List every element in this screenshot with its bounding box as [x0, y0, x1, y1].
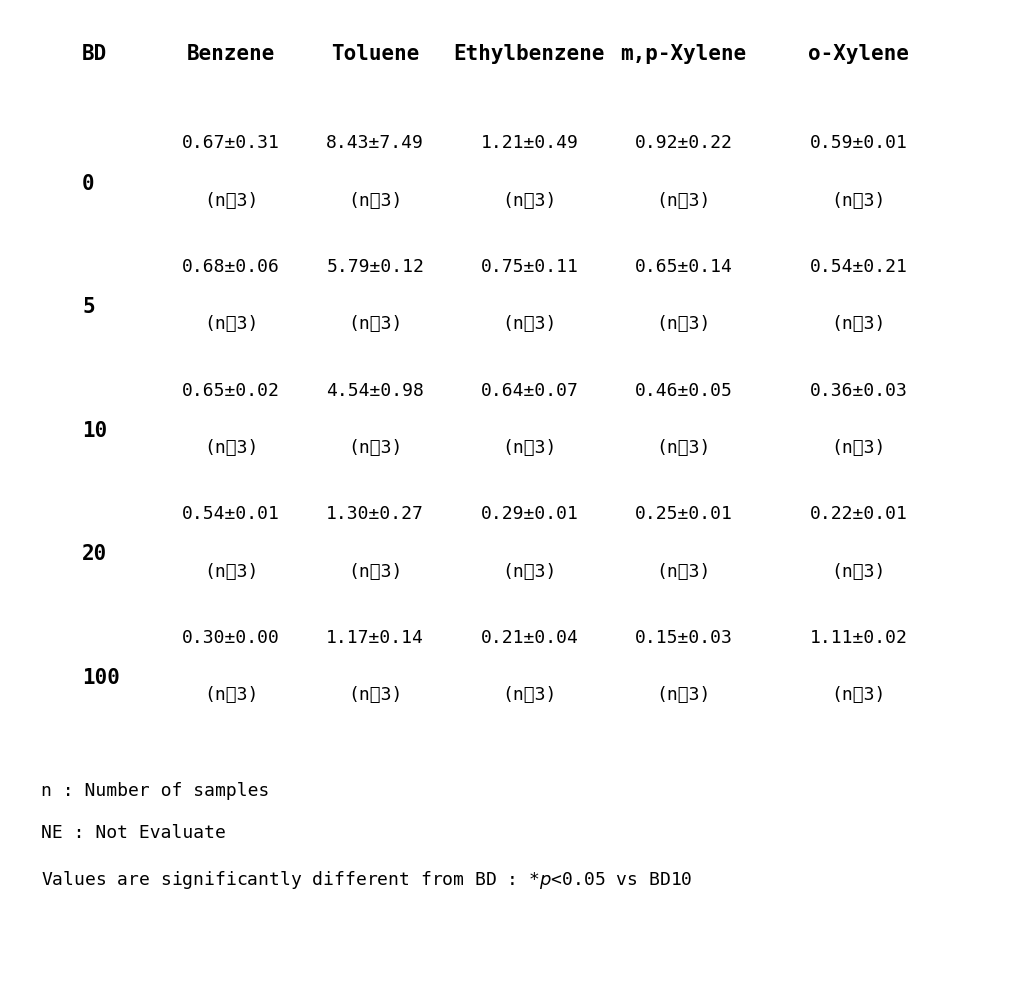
- Text: 0.92±0.22: 0.92±0.22: [634, 135, 733, 152]
- Text: 20: 20: [82, 544, 108, 565]
- Text: 0.75±0.11: 0.75±0.11: [480, 258, 579, 276]
- Text: (n＝3): (n＝3): [205, 563, 258, 581]
- Text: 1.21±0.49: 1.21±0.49: [480, 135, 579, 152]
- Text: (n＝3): (n＝3): [348, 439, 402, 457]
- Text: Values are significantly different from BD : *$p$<0.05 vs BD10: Values are significantly different from …: [41, 869, 693, 891]
- Text: 0.36±0.03: 0.36±0.03: [809, 382, 908, 400]
- Text: 1.11±0.02: 1.11±0.02: [809, 629, 908, 647]
- Text: (n＝3): (n＝3): [205, 686, 258, 704]
- Text: (n＝3): (n＝3): [348, 686, 402, 704]
- Text: (n＝3): (n＝3): [503, 563, 556, 581]
- Text: BD: BD: [82, 45, 108, 64]
- Text: 0.22±0.01: 0.22±0.01: [809, 505, 908, 523]
- Text: (n＝3): (n＝3): [503, 192, 556, 210]
- Text: 0.25±0.01: 0.25±0.01: [634, 505, 733, 523]
- Text: Toluene: Toluene: [331, 45, 419, 64]
- Text: (n＝3): (n＝3): [503, 315, 556, 333]
- Text: (n＝3): (n＝3): [657, 563, 710, 581]
- Text: (n＝3): (n＝3): [205, 439, 258, 457]
- Text: 0.54±0.01: 0.54±0.01: [182, 505, 281, 523]
- Text: 0.68±0.06: 0.68±0.06: [182, 258, 281, 276]
- Text: 0.30±0.00: 0.30±0.00: [182, 629, 281, 647]
- Text: n : Number of samples: n : Number of samples: [41, 782, 269, 800]
- Text: 1.30±0.27: 1.30±0.27: [326, 505, 425, 523]
- Text: (n＝3): (n＝3): [205, 315, 258, 333]
- Text: 0.65±0.02: 0.65±0.02: [182, 382, 281, 400]
- Text: 10: 10: [82, 420, 108, 441]
- Text: 0.29±0.01: 0.29±0.01: [480, 505, 579, 523]
- Text: 0.54±0.21: 0.54±0.21: [809, 258, 908, 276]
- Text: (n＝3): (n＝3): [205, 192, 258, 210]
- Text: (n＝3): (n＝3): [348, 563, 402, 581]
- Text: 8.43±7.49: 8.43±7.49: [326, 135, 425, 152]
- Text: 0.15±0.03: 0.15±0.03: [634, 629, 733, 647]
- Text: 0.21±0.04: 0.21±0.04: [480, 629, 579, 647]
- Text: 0.67±0.31: 0.67±0.31: [182, 135, 281, 152]
- Text: (n＝3): (n＝3): [657, 315, 710, 333]
- Text: (n＝3): (n＝3): [832, 686, 885, 704]
- Text: NE : Not Evaluate: NE : Not Evaluate: [41, 824, 226, 842]
- Text: (n＝3): (n＝3): [503, 439, 556, 457]
- Text: o-Xylene: o-Xylene: [808, 45, 909, 64]
- Text: 0.59±0.01: 0.59±0.01: [809, 135, 908, 152]
- Text: 0.64±0.07: 0.64±0.07: [480, 382, 579, 400]
- Text: 4.54±0.98: 4.54±0.98: [326, 382, 425, 400]
- Text: (n＝3): (n＝3): [503, 686, 556, 704]
- Text: m,p-Xylene: m,p-Xylene: [621, 45, 746, 64]
- Text: 0: 0: [82, 173, 95, 194]
- Text: Ethylbenzene: Ethylbenzene: [453, 45, 605, 64]
- Text: (n＝3): (n＝3): [348, 192, 402, 210]
- Text: (n＝3): (n＝3): [832, 439, 885, 457]
- Text: (n＝3): (n＝3): [657, 439, 710, 457]
- Text: 100: 100: [82, 668, 120, 688]
- Text: (n＝3): (n＝3): [657, 686, 710, 704]
- Text: Benzene: Benzene: [187, 45, 276, 64]
- Text: 0.65±0.14: 0.65±0.14: [634, 258, 733, 276]
- Text: (n＝3): (n＝3): [348, 315, 402, 333]
- Text: 1.17±0.14: 1.17±0.14: [326, 629, 425, 647]
- Text: 0.46±0.05: 0.46±0.05: [634, 382, 733, 400]
- Text: 5: 5: [82, 297, 95, 317]
- Text: 5.79±0.12: 5.79±0.12: [326, 258, 425, 276]
- Text: (n＝3): (n＝3): [832, 192, 885, 210]
- Text: (n＝3): (n＝3): [832, 315, 885, 333]
- Text: (n＝3): (n＝3): [832, 563, 885, 581]
- Text: (n＝3): (n＝3): [657, 192, 710, 210]
